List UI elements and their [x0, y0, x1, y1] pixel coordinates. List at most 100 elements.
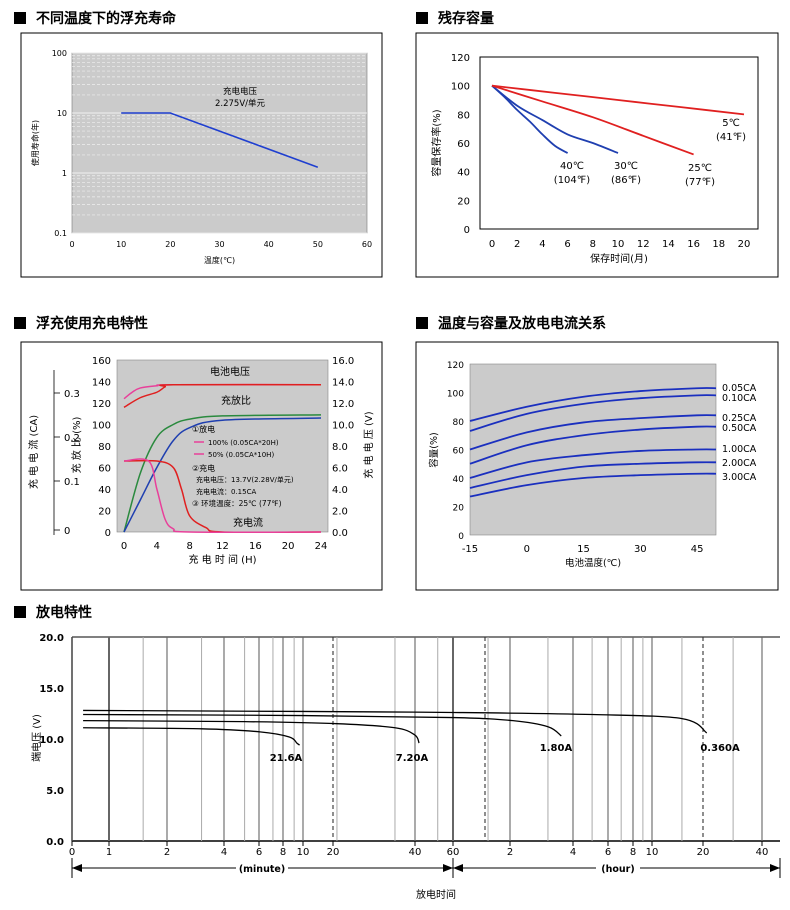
- y-tick-label: 20.0: [39, 633, 64, 644]
- note-discharge: ①放电: [192, 424, 215, 434]
- y-left-tick: 140: [92, 378, 111, 389]
- y-right-tick: 6.0: [332, 464, 348, 475]
- x-axis-label: 保存时间(月): [590, 252, 648, 265]
- x-tick-label: 8: [630, 847, 636, 858]
- capacity-curve: [469, 461, 717, 489]
- charge-curve-voltage_50: [123, 383, 322, 408]
- x-tick-label: 10: [116, 240, 126, 249]
- x-tick-label: 20: [697, 847, 710, 858]
- y-left-tick: 40: [98, 485, 111, 496]
- charge-curve-ratio_50: [123, 417, 322, 533]
- x-tick-label: 4: [154, 541, 160, 552]
- y-outer-axis-label: 充 电 电 流 (CA): [27, 415, 40, 489]
- x-axis-label: 温度(℃): [204, 255, 235, 265]
- section-title-temp-capacity: 温度与容量及放电电流关系: [416, 313, 606, 333]
- x-tick-label: 0: [489, 239, 495, 250]
- section-title-text: 残存容量: [438, 11, 494, 27]
- x-tick-label: 16: [249, 541, 262, 552]
- annotation-line1: 充电电压: [223, 86, 258, 97]
- y-axis-label: 容量保存率(%): [430, 109, 443, 176]
- discharge-curve: [83, 709, 708, 734]
- series-label: 1.00CA: [722, 444, 757, 455]
- note-temperature: ③ 环境温度：25℃ (77℉): [192, 498, 282, 508]
- arrow-head-right: [770, 864, 780, 872]
- y-outer-tick: 0.1: [64, 477, 80, 488]
- x-tick-label: 10: [646, 847, 659, 858]
- plot-area: [71, 52, 368, 234]
- x-tick-label: 30: [634, 544, 647, 555]
- y-tick-label: 0: [458, 532, 464, 542]
- x-axis-label: 放电时间: [416, 888, 456, 901]
- capacity-curve: [469, 394, 717, 432]
- y-right-tick: 4.0: [332, 485, 348, 496]
- series-label: 25℃: [688, 163, 712, 174]
- discharge-curve-label: 21.6A: [270, 753, 303, 764]
- x-tick-label: 6: [605, 847, 611, 858]
- y-left-tick: 0: [105, 528, 111, 539]
- discharge-curve: [83, 719, 420, 744]
- arrow-head-left: [453, 864, 463, 872]
- y-right-tick: 2.0: [332, 507, 348, 518]
- x-tick-label: 0: [524, 544, 530, 555]
- y-tick-label: 60: [457, 139, 470, 150]
- y-outer-tick: 0: [64, 526, 70, 537]
- y-outer-tick: 0.2: [64, 433, 80, 444]
- section-title-residual: 残存容量: [416, 8, 494, 28]
- y-outer-tick: 0.3: [64, 389, 80, 400]
- series-label: 0.50CA: [722, 423, 757, 434]
- x-tick-label: 10: [297, 847, 310, 858]
- y-tick-label: 40: [453, 475, 465, 485]
- arrow-head-left: [72, 864, 82, 872]
- note-discharge-100: 100% (0.05CA*20H): [208, 439, 279, 447]
- x-tick-label: 14: [662, 239, 675, 250]
- y-tick-label: 15.0: [39, 684, 64, 695]
- x-tick-label: 8: [186, 541, 192, 552]
- x-tick-label: 50: [313, 240, 323, 249]
- x-tick-label: 45: [691, 544, 704, 555]
- series-label: 3.00CA: [722, 472, 757, 483]
- capacity-curve: [469, 472, 717, 498]
- x-tick-label: 24: [315, 541, 328, 552]
- x-tick-label: 60: [447, 847, 460, 858]
- y-left-tick: 20: [98, 507, 111, 518]
- y-left-tick: 100: [92, 421, 111, 432]
- x-tick-label: 20: [165, 240, 175, 249]
- y-tick-label: 20: [457, 196, 470, 207]
- x-tick-label: 20: [738, 239, 751, 250]
- note-discharge-50: 50% (0.05CA*10H): [208, 451, 274, 459]
- x-tick-label: 2: [507, 847, 513, 858]
- y-right-tick: 16.0: [332, 356, 354, 367]
- life-curve: [121, 112, 319, 168]
- y-left-tick: 60: [98, 464, 111, 475]
- x-tick-label: 15: [577, 544, 590, 555]
- y-left-tick: 120: [92, 399, 111, 410]
- x-tick-label: 8: [280, 847, 286, 858]
- x-axis-label: 充 电 时 间 (H): [188, 553, 256, 566]
- label-voltage: 电池电压: [210, 365, 250, 378]
- series-label: (41℉): [716, 132, 746, 143]
- capacity-curve: [469, 414, 717, 451]
- capacity-curve: [491, 84, 745, 116]
- y-axis-label: 端电压 (V): [30, 714, 43, 762]
- y-tick-label: 100: [447, 390, 464, 400]
- discharge-curve: [83, 713, 562, 737]
- x-axis-label: 电池温度(℃): [565, 557, 621, 569]
- x-tick-label: 2: [514, 239, 520, 250]
- x-tick-label: 0: [69, 847, 75, 858]
- series-label: (77℉): [685, 177, 715, 188]
- charge-curve-ratio_100: [123, 414, 322, 533]
- note-charge: ②充电: [192, 463, 215, 473]
- y-tick-label: 1: [62, 169, 67, 178]
- section-title-text: 不同温度下的浮充寿命: [36, 11, 176, 27]
- x-tick-label: 12: [637, 239, 650, 250]
- capacity-curve: [469, 448, 717, 479]
- y-left-tick: 160: [92, 356, 111, 367]
- x-tick-label: 8: [590, 239, 596, 250]
- arrow-head-right: [443, 864, 453, 872]
- note-charge-voltage: 充电电压：13.7V(2.28V/单元): [196, 475, 294, 484]
- y-tick-label: 60: [453, 447, 465, 457]
- y-right-axis-label: 充 电 电 压 (V): [362, 411, 375, 478]
- section-title-text: 温度与容量及放电电流关系: [438, 316, 606, 332]
- y-axis-label: 容量(%): [428, 432, 440, 467]
